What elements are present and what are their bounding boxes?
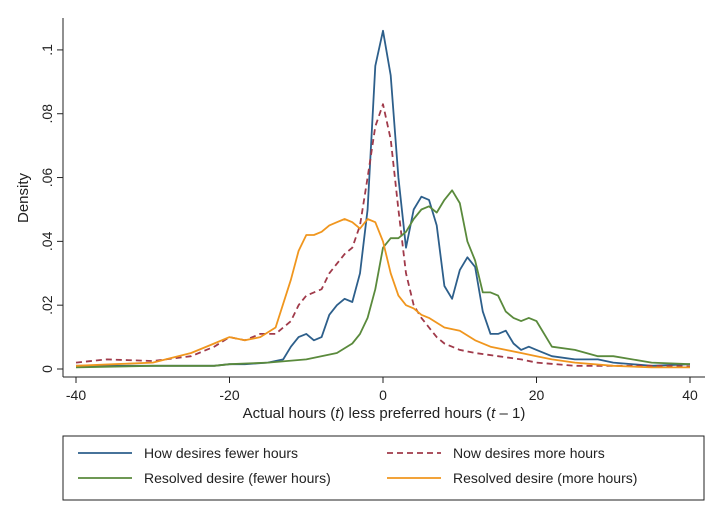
x-label-part-5: – 1) (495, 405, 525, 422)
legend-box (62, 435, 705, 501)
x-label-part-1: Actual hours ( (243, 405, 336, 422)
y-tick-label: 0 (39, 365, 55, 373)
series-line-2 (75, 103, 691, 368)
legend-label-2: Now desires more hours (453, 445, 605, 461)
legend-label-4: Resolved desire (more hours) (453, 470, 637, 486)
x-tick-label: -20 (219, 387, 239, 403)
legend-label-1: How desires fewer hours (144, 445, 298, 461)
x-label-part-4: t (491, 405, 496, 422)
y-tick-label: .06 (39, 168, 55, 188)
y-tick-label: .08 (39, 104, 55, 124)
legend: How desires fewer hours Now desires more … (78, 445, 637, 486)
x-label-part-2: t (335, 405, 340, 422)
series-line-3 (75, 189, 691, 369)
y-tick-label: .02 (39, 295, 55, 315)
x-label-part-3: ) less preferred hours ( (339, 405, 491, 422)
y-tick-label: .04 (39, 231, 55, 251)
x-tick-label: 40 (682, 387, 698, 403)
x-axis-label: Actual hours (t) less preferred hours (t… (243, 405, 526, 422)
x-tick-label: 20 (529, 387, 545, 403)
x-tick-label: 0 (379, 387, 387, 403)
x-axis-ticks: -40 -20 0 20 40 (66, 377, 698, 403)
y-tick-label: .1 (39, 44, 55, 56)
series-line-1 (76, 29, 691, 367)
plot-series (75, 29, 691, 369)
y-axis-label: Density (15, 172, 32, 223)
legend-label-3: Resolved desire (fewer hours) (144, 470, 331, 486)
x-tick-label: -40 (66, 387, 86, 403)
y-axis-ticks: 0 .02 .04 .06 .08 .1 (39, 44, 63, 373)
series-line-4 (75, 218, 690, 369)
